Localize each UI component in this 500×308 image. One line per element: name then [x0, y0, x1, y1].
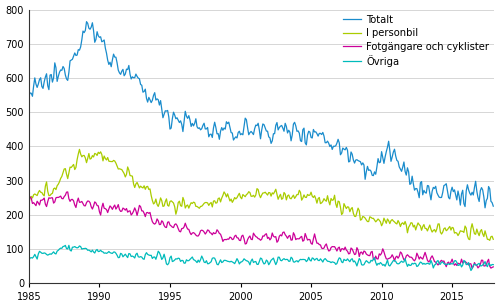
- Övriga: [362, 261, 368, 264]
- Övriga: [482, 260, 488, 263]
- I personbil: [490, 237, 496, 241]
- Fotgängare och cyklister: [490, 265, 496, 269]
- Line: Fotgängare och cyklister: Fotgängare och cyklister: [29, 192, 493, 268]
- Totalt: [184, 116, 190, 120]
- Totalt: [56, 71, 62, 74]
- I personbil: [481, 235, 487, 238]
- Fotgängare och cyklister: [184, 227, 190, 231]
- I personbil: [422, 227, 428, 230]
- Totalt: [362, 177, 368, 181]
- Fotgängare och cyklister: [26, 197, 32, 201]
- Fotgängare och cyklister: [196, 232, 202, 236]
- Legend: Totalt, I personbil, Fotgängare och cyklister, Övriga: Totalt, I personbil, Fotgängare och cykl…: [342, 13, 492, 69]
- I personbil: [486, 238, 492, 242]
- Line: Övriga: Övriga: [29, 245, 493, 270]
- Fotgängare och cyklister: [422, 251, 428, 254]
- Totalt: [84, 20, 89, 23]
- Övriga: [26, 258, 32, 262]
- Totalt: [490, 204, 496, 208]
- I personbil: [76, 148, 82, 151]
- Övriga: [196, 260, 202, 264]
- Fotgängare och cyklister: [64, 190, 70, 194]
- Totalt: [481, 195, 487, 199]
- Totalt: [422, 191, 428, 194]
- Övriga: [468, 269, 474, 272]
- Totalt: [196, 126, 202, 130]
- I personbil: [196, 206, 202, 210]
- Totalt: [482, 206, 488, 210]
- Fotgängare och cyklister: [362, 250, 368, 253]
- Totalt: [26, 94, 32, 98]
- Line: Totalt: Totalt: [29, 22, 493, 208]
- Övriga: [184, 259, 190, 263]
- Övriga: [422, 262, 428, 266]
- I personbil: [184, 203, 190, 207]
- Övriga: [490, 263, 496, 266]
- I personbil: [26, 201, 32, 205]
- I personbil: [56, 180, 62, 184]
- I personbil: [362, 216, 368, 220]
- Övriga: [56, 247, 62, 251]
- Övriga: [66, 244, 72, 247]
- Fotgängare och cyklister: [482, 264, 488, 268]
- Fotgängare och cyklister: [56, 195, 62, 199]
- Fotgängare och cyklister: [469, 266, 475, 270]
- Line: I personbil: I personbil: [29, 149, 493, 240]
